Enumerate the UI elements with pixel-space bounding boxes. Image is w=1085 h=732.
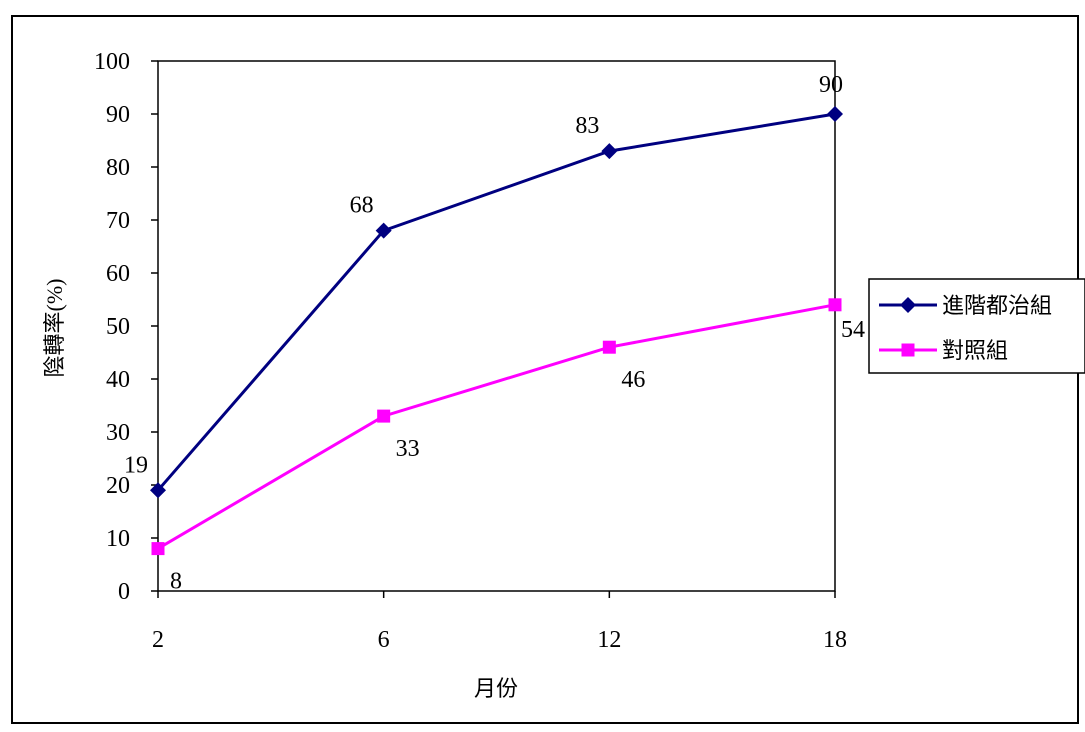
- y-tick-label: 0: [118, 579, 130, 605]
- series-line: [156, 112, 836, 492]
- x-axis-title: 月份: [474, 676, 518, 701]
- data-label: 83: [575, 113, 599, 139]
- series-1: [150, 106, 843, 499]
- y-tick-label: 50: [106, 314, 130, 340]
- y-tick-label: 20: [106, 473, 130, 499]
- legend-marker: [900, 297, 916, 313]
- y-tick-label: 30: [106, 420, 130, 446]
- y-tick-label: 10: [106, 526, 130, 552]
- data-point: [828, 298, 842, 312]
- plot-area: [157, 60, 836, 592]
- series-layer: [150, 106, 843, 556]
- data-point: [375, 222, 392, 239]
- x-tick-label: 2: [152, 627, 164, 653]
- data-label: 33: [396, 436, 420, 462]
- legend-item: 對照組: [879, 338, 1008, 363]
- legend-box: [868, 278, 1085, 374]
- y-tick-label: 60: [106, 261, 130, 287]
- y-tick-label: 70: [106, 208, 130, 234]
- data-label: 46: [621, 367, 645, 393]
- y-axis: 0 10 20 30 40 50 60 70 80 90 100: [94, 49, 158, 605]
- data-label: 68: [350, 193, 374, 219]
- data-label: 90: [819, 72, 843, 98]
- series-2: [151, 298, 842, 556]
- data-point: [827, 106, 843, 122]
- data-label: 8: [170, 569, 182, 595]
- y-axis-title: 陰轉率(%): [42, 279, 67, 378]
- y-tick-label: 40: [106, 367, 130, 393]
- data-label: 19: [124, 452, 148, 478]
- x-tick-label: 12: [597, 627, 621, 653]
- series-line: [157, 303, 836, 550]
- x-axis: 2 6 12 18: [152, 591, 847, 653]
- data-point: [151, 542, 165, 556]
- x-tick-label: 18: [823, 627, 847, 653]
- data-labels: 19 68 83 90 8 33 46 54: [124, 72, 865, 595]
- y-tick-label: 100: [94, 49, 130, 75]
- data-point: [377, 409, 391, 423]
- y-tick-label: 80: [106, 155, 130, 181]
- legend-item: 進階都治組: [879, 293, 1052, 318]
- data-point: [601, 143, 618, 160]
- y-tick-label: 90: [106, 102, 130, 128]
- data-point: [150, 482, 166, 499]
- legend-label: 進階都治組: [942, 293, 1052, 318]
- data-label: 54: [841, 317, 865, 343]
- legend-label: 對照組: [942, 338, 1008, 363]
- data-point: [602, 340, 616, 354]
- x-tick-label: 6: [378, 627, 390, 653]
- legend-marker: [901, 343, 915, 357]
